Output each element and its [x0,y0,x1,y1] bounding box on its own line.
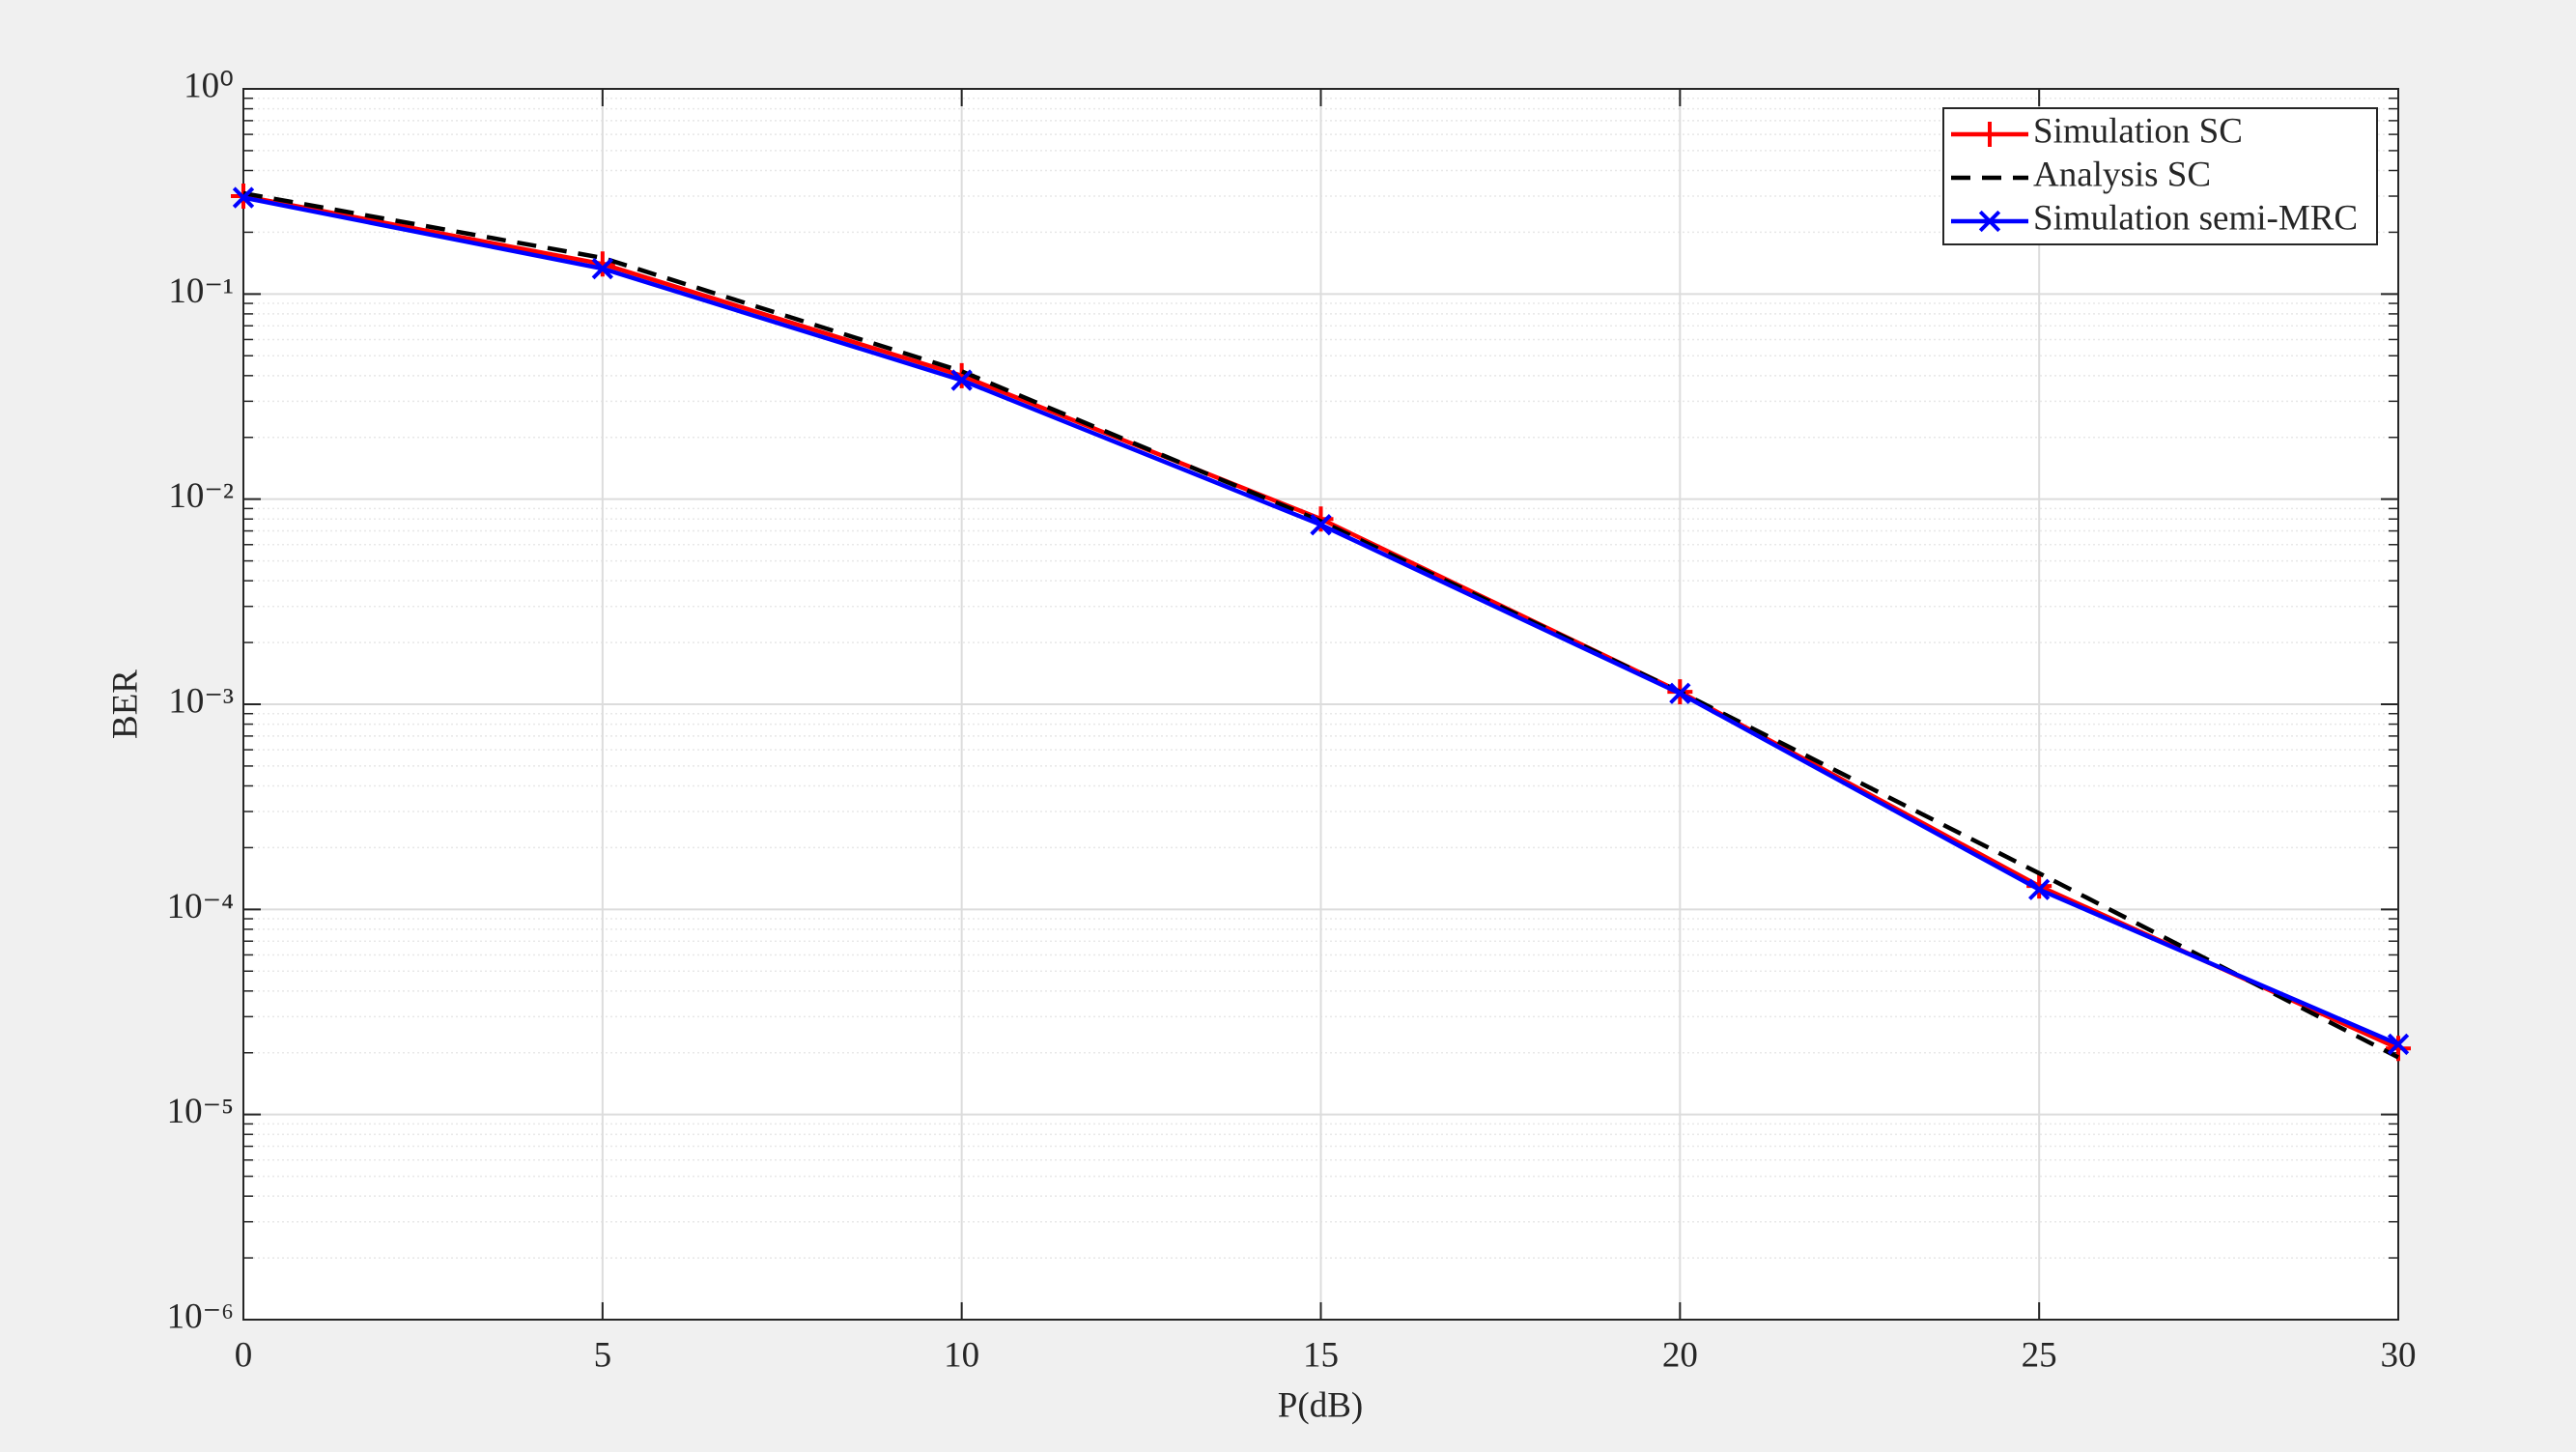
y-tick-label: 10⁻¹ [168,271,234,311]
x-tick-label: 5 [594,1335,612,1375]
legend-label: Simulation SC [2033,111,2243,151]
data-point [232,186,255,209]
y-tick-label: 10⁻⁴ [167,887,234,926]
x-tick-label: 15 [1303,1335,1339,1375]
y-tick-label: 10⁻⁵ [167,1092,234,1131]
data-point [2387,1033,2410,1056]
data-point [1310,514,1332,536]
data-point [589,251,615,277]
y-tick-label: 10⁻³ [168,681,234,721]
y-tick-label: 10⁻⁶ [167,1296,234,1336]
x-axis-label: P(dB) [1278,1385,1363,1425]
y-axis-label: BER [105,669,145,739]
x-tick-label: 25 [2022,1335,2057,1375]
data-point [591,257,613,280]
y-tick-label: 10⁰ [184,66,234,105]
x-tick-label: 10 [944,1335,979,1375]
series-line [242,190,2400,1060]
x-tick-label: 30 [2381,1335,2417,1375]
data-point [950,369,973,391]
x-tick-label: 0 [235,1335,253,1375]
legend-marker [1977,122,2002,147]
legend-label: Analysis SC [2033,155,2211,194]
legend-marker [1978,210,2001,233]
data-point [2028,878,2051,900]
y-tick-label: 10⁻² [168,476,234,516]
axes-box [242,88,2399,1321]
x-tick-label: 20 [1662,1335,1698,1375]
data-point [1669,682,1691,704]
legend-label: Simulation semi-MRC [2033,198,2358,238]
